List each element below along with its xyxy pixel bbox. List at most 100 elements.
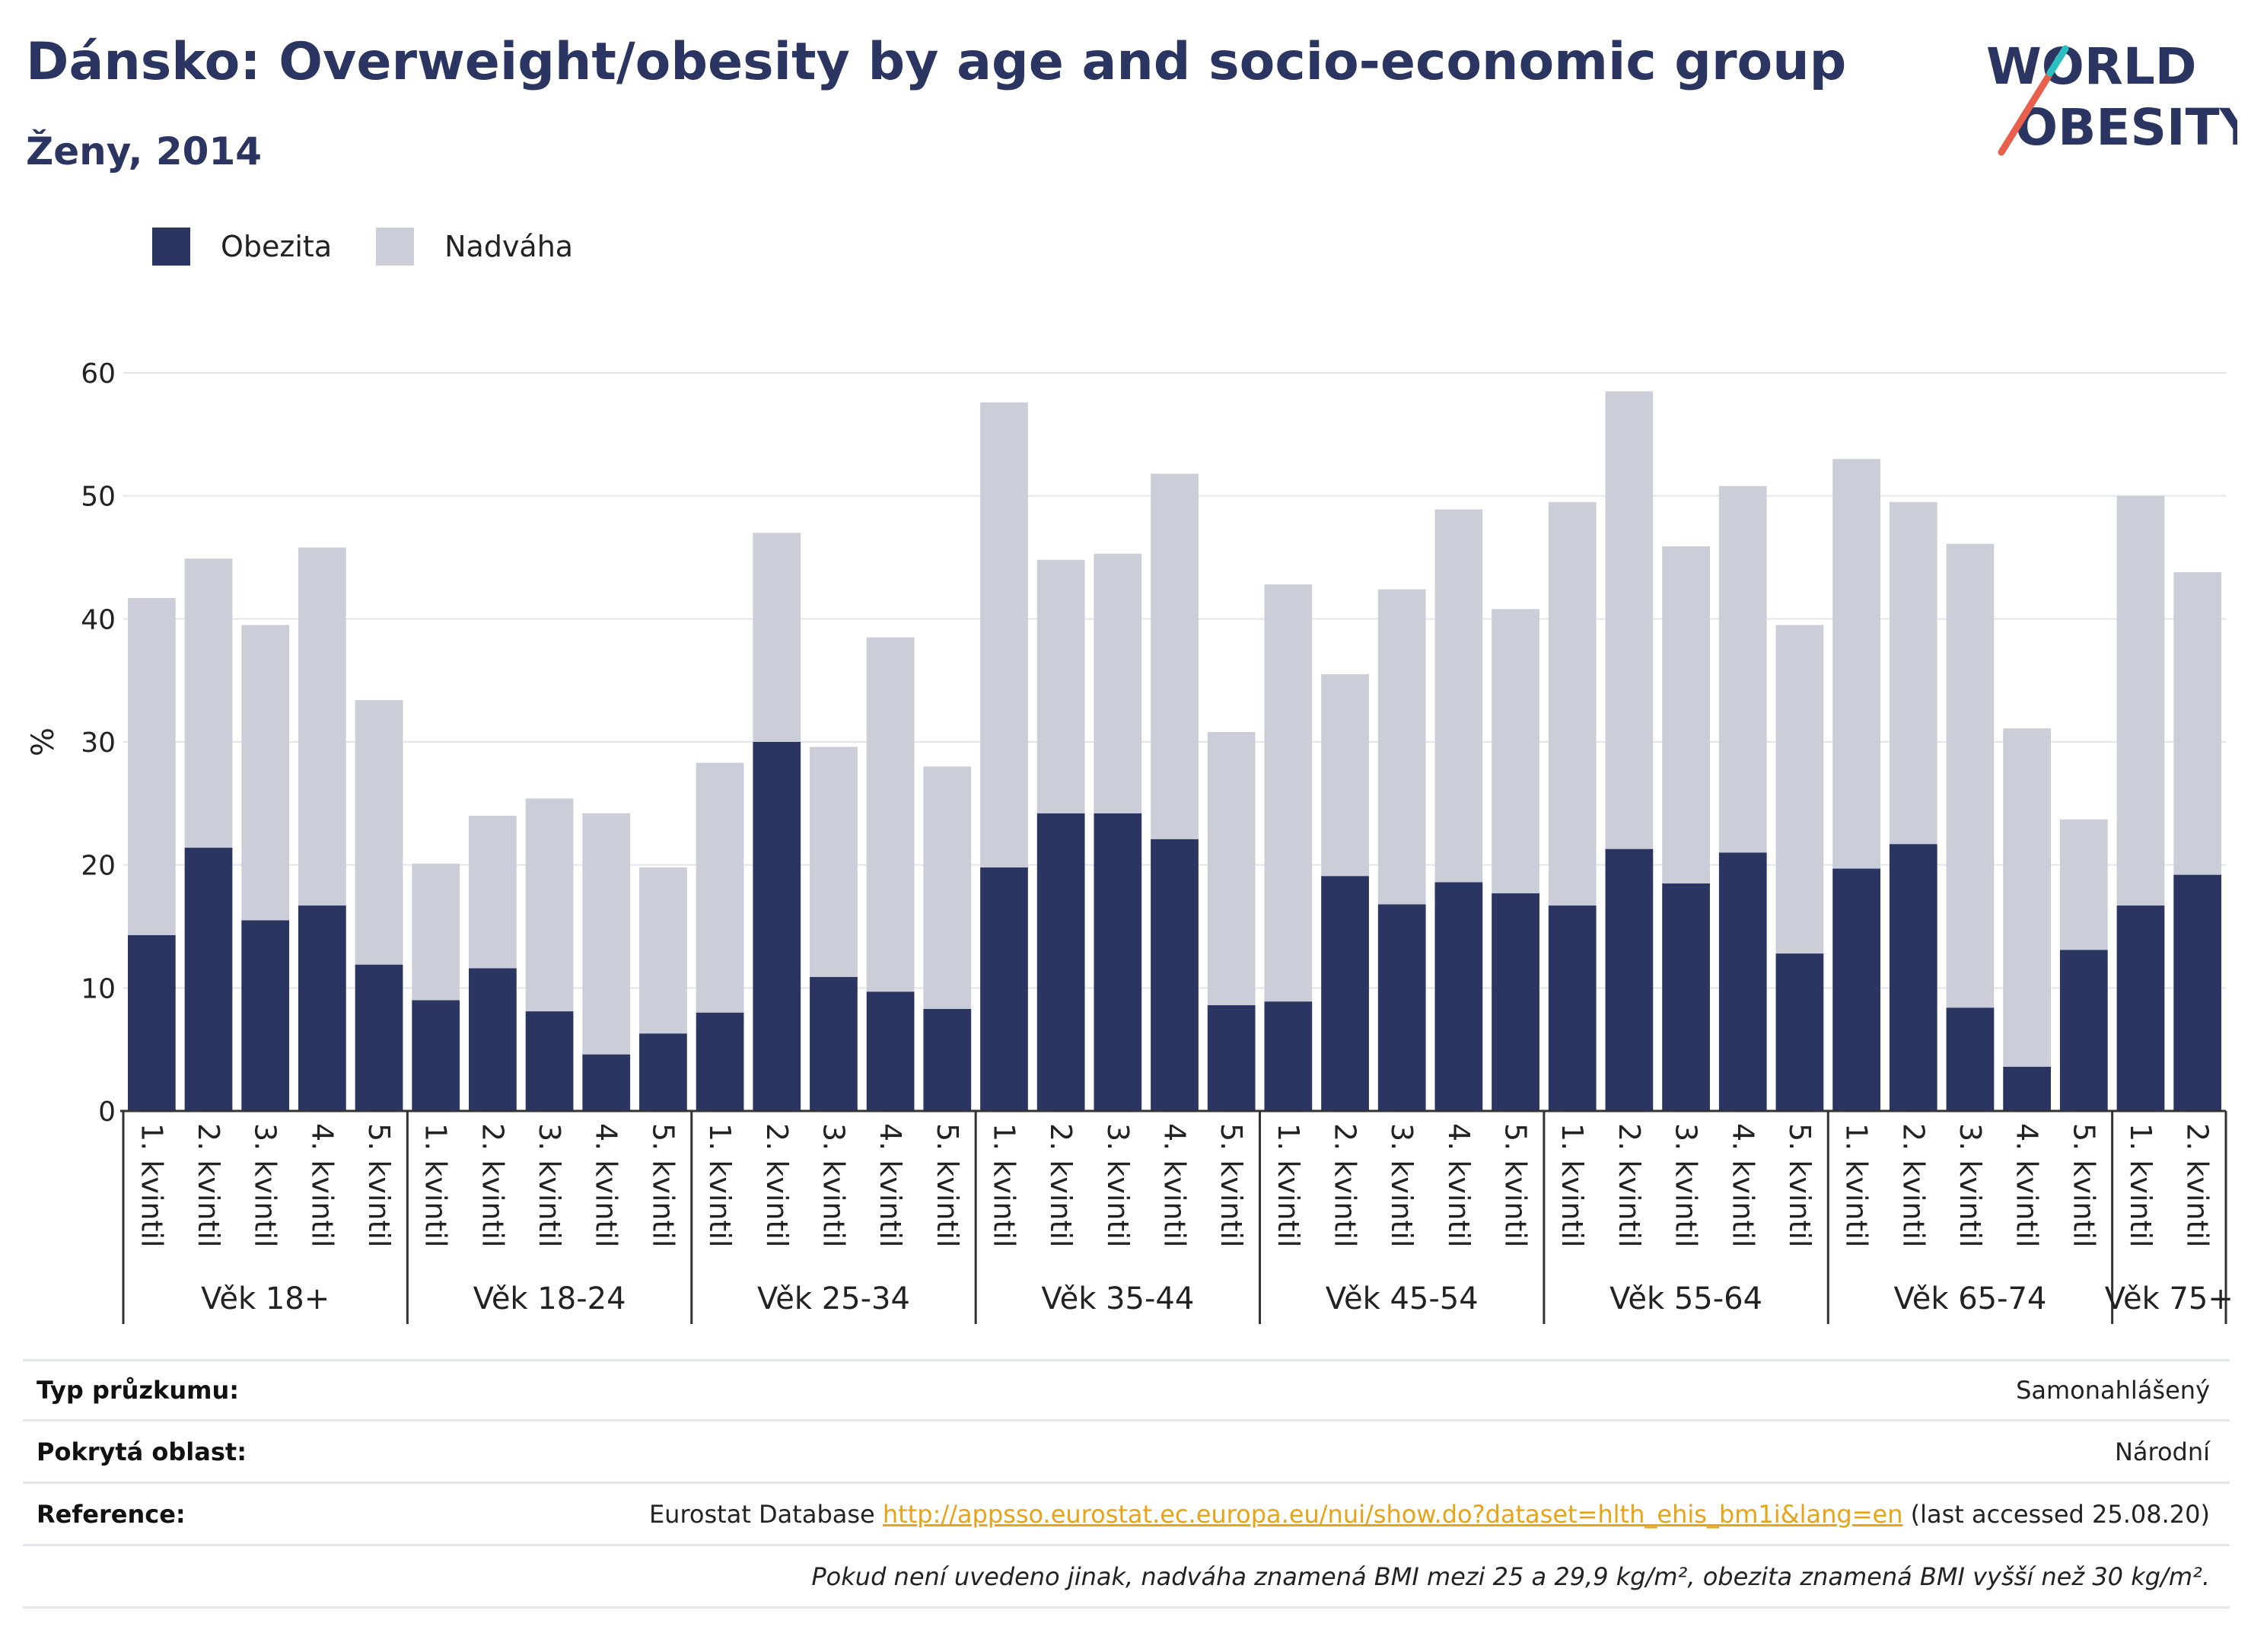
bar-obezita — [2059, 950, 2108, 1111]
x-tick-label: 2. kvintil — [1329, 1123, 1362, 1248]
x-tick-label: 3. kvintil — [817, 1123, 850, 1248]
reference-value: Eurostat Database http://appsso.eurostat… — [649, 1500, 2210, 1529]
reference-label: Reference: — [37, 1499, 186, 1529]
group-label: Věk 25-34 — [757, 1281, 910, 1316]
bar-nadvaha — [525, 798, 574, 1012]
x-tick-label: 5. kvintil — [2067, 1123, 2100, 1248]
bar-obezita — [1946, 1007, 1995, 1111]
logo-slash-red — [1998, 72, 2052, 156]
bar-nadvaha — [582, 813, 631, 1055]
bar-obezita — [2003, 1066, 2051, 1111]
bar-nadvaha — [1889, 501, 1937, 845]
bar-nadvaha — [1775, 625, 1824, 954]
bar-obezita — [1264, 1001, 1313, 1111]
world-obesity-logo: WORLD OBESITY — [1986, 37, 2237, 157]
info-row-note: Pokud není uvedeno jinak, nadváha znamen… — [23, 1546, 2230, 1609]
info-row-reference: Reference: Eurostat Database http://apps… — [23, 1484, 2230, 1546]
bar-nadvaha — [923, 766, 972, 1009]
bar-nadvaha — [1151, 473, 1199, 839]
group-label: Věk 18+ — [201, 1281, 330, 1316]
x-tick-label: 4. kvintil — [590, 1123, 623, 1248]
bar-nadvaha — [469, 816, 517, 969]
x-tick-label: 2. kvintil — [192, 1123, 225, 1248]
bar-obezita — [1889, 844, 1937, 1111]
bar-obezita — [1094, 813, 1142, 1111]
bar-obezita — [355, 964, 403, 1111]
coverage-label: Pokrytá oblast: — [37, 1437, 247, 1466]
bar-obezita — [1207, 1004, 1256, 1111]
x-tick-label: 3. kvintil — [1670, 1123, 1703, 1248]
x-tick-label: 5. kvintil — [1783, 1123, 1816, 1248]
bar-obezita — [241, 920, 290, 1111]
bar-nadvaha — [1094, 553, 1142, 813]
bar-obezita — [1775, 953, 1824, 1111]
legend-swatch-obezita — [152, 228, 190, 266]
bar-nadvaha — [1492, 609, 1539, 893]
reference-link[interactable]: http://appsso.eurostat.ec.europa.eu/nui/… — [882, 1499, 1903, 1529]
bar-obezita — [696, 1012, 744, 1111]
reference-suffix: (last accessed 25.08.20) — [1902, 1499, 2210, 1529]
bar-nadvaha — [639, 867, 687, 1034]
survey-type-value: Samonahlášený — [2016, 1376, 2210, 1405]
page-title: Dánsko: Overweight/obesity by age and so… — [26, 32, 1847, 92]
y-tick-label: 20 — [81, 851, 116, 882]
coverage-value: Národní — [2114, 1437, 2210, 1466]
bar-obezita — [923, 1008, 972, 1111]
x-tick-label: 2. kvintil — [2181, 1123, 2214, 1248]
y-tick-label: 30 — [81, 727, 116, 759]
x-tick-label: 1. kvintil — [987, 1123, 1020, 1248]
x-tick-label: 3. kvintil — [1101, 1123, 1135, 1248]
x-tick-label: 3. kvintil — [1385, 1123, 1418, 1248]
bar-obezita — [639, 1033, 687, 1111]
bar-nadvaha — [298, 547, 346, 906]
bar-obezita — [1718, 852, 1767, 1111]
bar-nadvaha — [1207, 732, 1256, 1005]
x-tick-label: 2. kvintil — [1613, 1123, 1646, 1248]
definition-note: Pokud není uvedeno jinak, nadváha znamen… — [811, 1561, 2210, 1591]
bar-nadvaha — [1718, 485, 1767, 853]
logo-line1: WORLD — [1986, 37, 2197, 96]
bar-nadvaha — [2059, 819, 2108, 950]
reference-prefix: Eurostat Database — [648, 1499, 883, 1529]
page-subtitle: Ženy, 2014 — [26, 129, 263, 173]
bar-obezita — [1605, 848, 1654, 1111]
bar-nadvaha — [2003, 728, 2051, 1067]
bar-obezita — [980, 867, 1028, 1111]
bar-obezita — [525, 1011, 574, 1111]
bar-obezita — [753, 742, 801, 1111]
bar-nadvaha — [1264, 584, 1313, 1002]
x-tick-label: 3. kvintil — [1953, 1123, 1987, 1248]
y-tick-label: 60 — [81, 358, 116, 390]
bar-obezita — [2116, 906, 2165, 1111]
bar-obezita — [412, 1000, 460, 1111]
bar-nadvaha — [696, 762, 744, 1013]
group-label: Věk 18-24 — [473, 1281, 626, 1316]
x-tick-label: 1. kvintil — [419, 1123, 453, 1248]
x-tick-label: 1. kvintil — [1555, 1123, 1589, 1248]
x-tick-label: 5. kvintil — [362, 1123, 396, 1248]
x-tick-label: 4. kvintil — [2011, 1123, 2044, 1248]
group-label: Věk 45-54 — [1326, 1281, 1479, 1316]
bar-obezita — [1321, 876, 1369, 1111]
x-tick-label: 4. kvintil — [305, 1123, 339, 1248]
bar-nadvaha — [1605, 391, 1654, 849]
x-tick-label: 4. kvintil — [1726, 1123, 1759, 1248]
legend-item-nadvaha: Nadváha — [376, 228, 573, 266]
x-tick-label: 1. kvintil — [135, 1123, 168, 1248]
y-axis-label: % — [26, 727, 61, 756]
legend-swatch-nadvaha — [376, 228, 415, 266]
info-row-survey-type: Typ průzkumu: Samonahlášený — [23, 1359, 2230, 1421]
x-tick-label: 3. kvintil — [249, 1123, 282, 1248]
y-tick-label: 40 — [81, 604, 116, 635]
logo-line2: OBESITY — [2015, 98, 2237, 157]
group-label: Věk 55-64 — [1609, 1281, 1762, 1316]
logo-slash-teal — [2046, 45, 2069, 77]
x-tick-label: 2. kvintil — [760, 1123, 794, 1248]
x-tick-label: 5. kvintil — [1499, 1123, 1533, 1248]
bar-nadvaha — [1377, 589, 1426, 905]
bar-nadvaha — [1036, 559, 1085, 813]
bar-nadvaha — [753, 533, 801, 742]
group-label: Věk 65-74 — [1893, 1281, 2046, 1316]
x-tick-label: 5. kvintil — [1215, 1123, 1248, 1248]
y-tick-label: 0 — [98, 1097, 116, 1128]
